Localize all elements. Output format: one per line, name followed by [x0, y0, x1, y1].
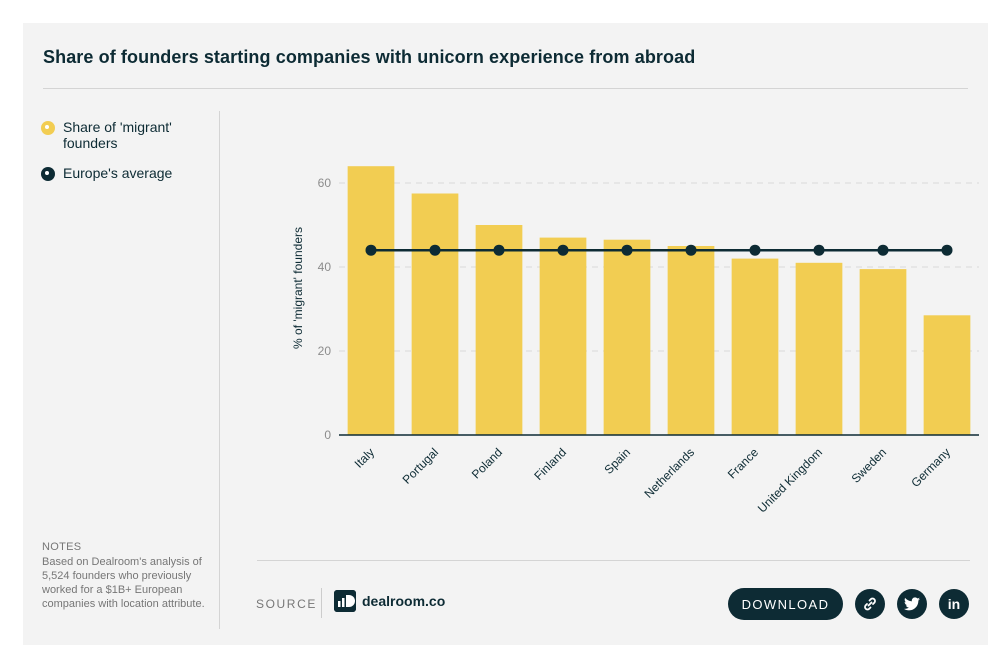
x-tick-label: Italy	[352, 445, 377, 470]
chart-title: Share of founders starting companies wit…	[43, 47, 696, 67]
legend-label-average: Europe's average	[63, 165, 173, 181]
average-point[interactable]	[429, 244, 441, 256]
vertical-divider	[219, 111, 220, 629]
bar-poland[interactable]	[475, 225, 523, 435]
average-point[interactable]	[941, 244, 953, 256]
bar-finland[interactable]	[539, 237, 587, 435]
legend: Share of 'migrant' founders Europe's ave…	[41, 119, 216, 195]
bar-germany[interactable]	[923, 315, 971, 435]
x-tick-label: Netherlands	[641, 445, 697, 501]
chart-card: Share of founders starting companies wit…	[23, 23, 988, 645]
x-tick-label: Sweden	[849, 445, 890, 486]
x-tick-label: Poland	[469, 445, 505, 481]
y-tick-label: 40	[318, 260, 332, 274]
y-tick-label: 60	[318, 176, 332, 190]
average-point[interactable]	[685, 244, 697, 256]
bar-italy[interactable]	[347, 166, 395, 435]
legend-label-migrant: Share of 'migrant' founders	[63, 119, 172, 151]
notes-text: Based on Dealroom's analysis of 5,524 fo…	[42, 556, 205, 610]
source-label: SOURCE	[256, 597, 317, 611]
bar-netherlands[interactable]	[667, 246, 715, 435]
source-divider	[321, 588, 322, 618]
legend-swatch-average	[41, 167, 55, 181]
dealroom-logo-text: dealroom.co	[362, 593, 446, 609]
average-point[interactable]	[813, 244, 825, 256]
x-tick-label: Germany	[908, 445, 953, 490]
x-tick-label: United Kingdom	[755, 445, 825, 515]
bar-portugal[interactable]	[411, 193, 459, 436]
twitter-icon	[904, 597, 920, 611]
average-point[interactable]	[749, 244, 761, 256]
average-point[interactable]	[621, 244, 633, 256]
bar-united-kingdom[interactable]	[795, 262, 843, 435]
average-point[interactable]	[557, 244, 569, 256]
bar-spain[interactable]	[603, 239, 651, 435]
share-twitter-button[interactable]	[897, 589, 927, 619]
link-icon	[864, 597, 876, 611]
bar-france[interactable]	[731, 258, 779, 435]
x-tick-label: Finland	[531, 445, 569, 483]
y-tick-label: 0	[324, 428, 331, 442]
x-tick-label: France	[725, 445, 762, 482]
legend-item-average[interactable]: Europe's average	[41, 165, 216, 181]
average-point[interactable]	[877, 244, 889, 256]
bar-sweden[interactable]	[859, 269, 907, 435]
title-divider	[43, 88, 968, 89]
footer-divider	[257, 560, 970, 561]
share-linkedin-button[interactable]: in	[939, 589, 969, 619]
y-axis-label: % of 'migrant' founders	[291, 227, 305, 349]
download-button[interactable]: DOWNLOAD	[728, 588, 843, 620]
notes-heading: NOTES	[42, 541, 82, 553]
copy-link-button[interactable]	[855, 589, 885, 619]
dealroom-logo-icon	[334, 590, 356, 612]
average-point[interactable]	[493, 244, 505, 256]
x-tick-label: Spain	[602, 445, 634, 477]
legend-swatch-migrant	[41, 121, 55, 135]
bar-chart: 0 20 40 60 % of 'migrant' founders Italy Portu…	[291, 166, 979, 516]
linkedin-icon: in	[947, 596, 961, 612]
y-tick-label: 20	[318, 344, 332, 358]
legend-item-migrant[interactable]: Share of 'migrant' founders	[41, 119, 216, 151]
x-tick-label: Portugal	[400, 445, 442, 487]
notes: NOTES Based on Dealroom's analysis of 5,…	[42, 540, 212, 611]
dealroom-logo[interactable]: dealroom.co	[334, 590, 445, 612]
average-point[interactable]	[365, 244, 377, 256]
